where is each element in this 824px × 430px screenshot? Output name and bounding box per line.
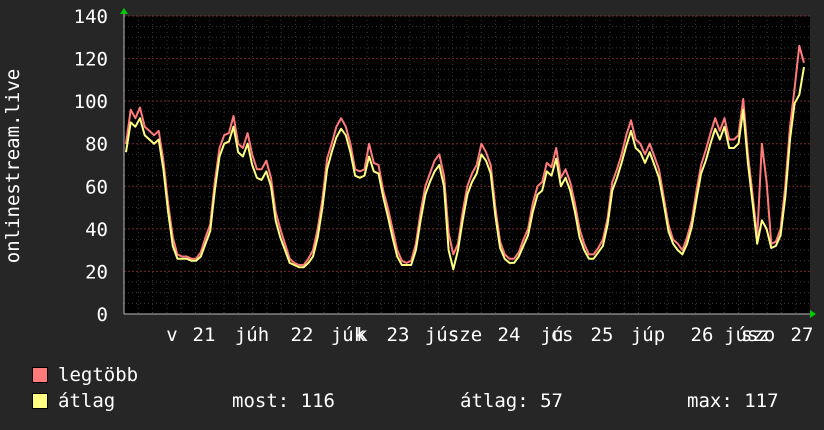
y-tick-label: 60	[85, 176, 108, 198]
y-tick-label: 0	[97, 304, 108, 326]
x-tick-label: 26	[691, 324, 714, 346]
legend-swatch-avg	[32, 393, 48, 409]
stat-average: átlag: 57	[460, 388, 563, 414]
stat-average-label: átlag:	[460, 390, 529, 412]
y-axis-label: onlinestream.live	[2, 69, 24, 263]
stat-current-label: most:	[232, 390, 289, 412]
y-axis-arrow-icon	[120, 8, 128, 14]
legend-label-max: legtöbb	[58, 362, 138, 388]
stat-average-value: 57	[540, 390, 563, 412]
x-tick-label: k	[356, 324, 368, 346]
x-tick-label: sze	[448, 324, 482, 346]
legend-label-avg: átlag	[58, 388, 115, 414]
x-tick-label: 24	[498, 324, 521, 346]
y-tick-label: 100	[74, 91, 108, 113]
y-tick-label: 20	[85, 261, 108, 283]
y-tick-label: 40	[85, 219, 108, 241]
x-tick-label: 22	[291, 324, 314, 346]
x-tick-label: v	[166, 324, 177, 346]
stat-max: max: 117	[687, 388, 779, 414]
x-tick-label: 21	[193, 324, 216, 346]
x-tick-label: 25	[591, 324, 614, 346]
x-tick-label: 27	[791, 324, 814, 346]
stat-current-value: 116	[301, 390, 335, 412]
x-tick-label: 23	[387, 324, 410, 346]
line-chart: onlinestream.live 0 20 40 60 80 100 120 140 v 21…	[0, 0, 824, 350]
x-tick-label: szo	[741, 324, 775, 346]
x-tick-label: júh	[235, 324, 269, 346]
stat-max-value: 117	[744, 390, 778, 412]
stat-max-label: max:	[687, 390, 733, 412]
y-tick-label: 140	[74, 6, 108, 28]
y-tick-label: 80	[85, 134, 108, 156]
x-tick-label: júp	[631, 324, 665, 346]
y-tick-labels: 0 20 40 60 80 100 120 140	[74, 6, 108, 326]
legend-swatch-max	[32, 367, 48, 383]
stat-current: most: 116	[232, 388, 335, 414]
y-tick-label: 120	[74, 49, 108, 71]
x-tick-label: cs	[551, 324, 574, 346]
x-axis-arrow-icon	[810, 310, 816, 318]
